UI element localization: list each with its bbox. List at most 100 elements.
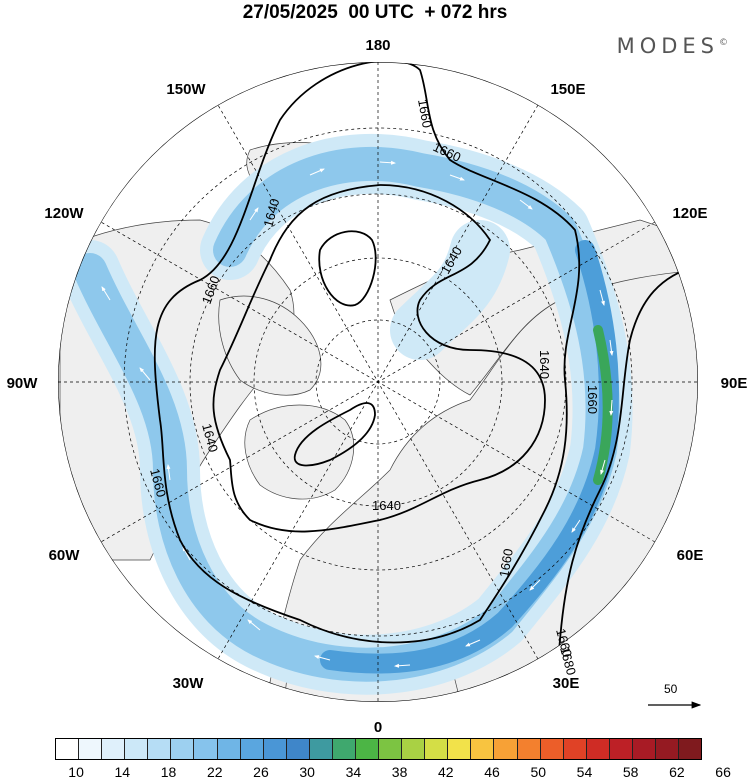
colorbar-tick-label: 66 <box>715 764 731 780</box>
contour-closed-low-center <box>293 402 376 467</box>
colorbar-swatch <box>102 739 126 759</box>
contour-label: 1680 <box>557 645 579 677</box>
colorbar-swatch <box>517 739 541 759</box>
colorbar-tick-label: 26 <box>253 764 269 780</box>
polar-map: 1660 1660 1640 1640 1660 1640 1660 1640 … <box>7 37 748 736</box>
wind-vector <box>609 339 614 356</box>
jet-stream-shading <box>60 133 633 695</box>
contour-label: 1660 <box>585 385 600 414</box>
lon-label-90w: 90W <box>7 375 39 392</box>
wind-vectors <box>101 160 614 668</box>
colorbar-swatch <box>494 739 518 759</box>
lon-label-60w: 60W <box>49 547 81 564</box>
lon-label-30w: 30W <box>173 675 205 692</box>
colorbar-tick-label: 30 <box>299 764 315 780</box>
contour-label: 1660 <box>415 98 435 129</box>
colorbar-swatch <box>286 739 310 759</box>
colorbar-swatch <box>402 739 426 759</box>
wind-vector <box>309 168 325 176</box>
contour-label: 1660 <box>553 627 575 659</box>
wind-vector <box>465 639 481 647</box>
colorbar <box>55 738 702 760</box>
colorbar-swatch <box>563 739 587 759</box>
contour-label: 1660 <box>147 467 169 499</box>
lon-label-150w: 150W <box>166 81 206 98</box>
brand-logo: MODES© <box>617 34 728 58</box>
lon-label-180: 180 <box>365 37 390 54</box>
colorbar-tick-label: 22 <box>206 764 223 780</box>
land-canadian-archipelago <box>218 295 322 396</box>
contour-closed-low-north <box>318 230 377 307</box>
colorbar-swatch <box>240 739 264 759</box>
wind-vector <box>166 464 171 481</box>
wind-vector <box>249 207 259 221</box>
wind-vector <box>600 459 606 475</box>
contour-label: 1660 <box>496 547 516 578</box>
lon-label-0: 0 <box>374 719 382 736</box>
brand-name: MODES <box>616 34 719 58</box>
wind-vector <box>571 519 581 533</box>
land-greenland <box>244 404 355 500</box>
brand-copyright-mark: © <box>719 38 728 48</box>
lon-label-30e: 30E <box>553 675 580 692</box>
wind-vector <box>394 663 411 668</box>
contour-label-group: 1660 1660 1640 1640 1660 1640 1660 1640 … <box>147 98 600 677</box>
contour-1660-north <box>153 62 581 644</box>
wind-vector <box>519 199 533 210</box>
wind-vector <box>139 367 151 381</box>
lon-label-90e: 90E <box>721 375 748 392</box>
colorbar-swatch <box>540 739 564 759</box>
colorbar-swatch <box>171 739 195 759</box>
colorbar-swatch <box>263 739 287 759</box>
lon-label-150e: 150E <box>550 81 585 98</box>
lon-label-120w: 120W <box>44 205 84 222</box>
contour-label: 1640 <box>537 350 552 379</box>
contour-label: 1640 <box>260 197 282 229</box>
colorbar-tick-label: 18 <box>160 764 177 780</box>
contour-label: 1640 <box>372 498 401 513</box>
colorbar-tick-label: 34 <box>345 764 362 780</box>
colorbar-swatch <box>309 739 333 759</box>
lon-label-60e: 60E <box>677 547 704 564</box>
longitude-labels: 180 150E 120E 90E 60E 30E 0 30W 60W 90W … <box>7 37 748 736</box>
colorbar-tick-label: 62 <box>669 764 685 780</box>
contour-label: 1640 <box>199 422 221 454</box>
colorbar-swatch <box>356 739 380 759</box>
colorbar-swatch <box>632 739 657 759</box>
reference-vector-label: 50 <box>664 682 678 696</box>
colorbar-swatch <box>379 739 403 759</box>
colorbar-tick-label: 50 <box>530 764 547 780</box>
lon-label-120e: 120E <box>672 205 707 222</box>
colorbar-tick-label: 54 <box>576 764 593 780</box>
colorbar-swatch <box>471 739 495 759</box>
colorbar-swatch <box>609 739 633 759</box>
wind-vector <box>247 619 261 631</box>
colorbar-swatch <box>448 739 472 759</box>
colorbar-tick-label: 38 <box>391 764 408 780</box>
wind-vector <box>449 174 465 181</box>
colorbar-swatch <box>425 739 449 759</box>
wind-vector <box>529 579 541 591</box>
wind-vector <box>599 289 605 306</box>
colorbar-tick-label: 14 <box>114 764 131 780</box>
colorbar-tick-label: 42 <box>438 764 454 780</box>
colorbar-tick-label: 10 <box>68 764 84 780</box>
colorbar-swatch <box>656 739 680 759</box>
colorbar-swatch <box>586 739 610 759</box>
colorbar-swatch <box>79 739 103 759</box>
jet-core <box>593 325 613 485</box>
wind-vector <box>101 286 111 301</box>
colorbar-swatch <box>56 739 80 759</box>
colorbar-ticks: 10141822263034384246505458626670 <box>0 764 750 782</box>
wind-vector <box>314 655 331 661</box>
colorbar-tick-label: 46 <box>484 764 500 780</box>
colorbar-swatch <box>125 739 149 759</box>
colorbar-swatch <box>217 739 241 759</box>
map-title: 27/05/2025 00 UTC + 072 hrs <box>242 2 508 23</box>
wind-vector <box>609 399 614 416</box>
colorbar-swatch <box>194 739 218 759</box>
colorbar-swatch <box>679 739 702 759</box>
meridian-150e-30w <box>217 104 539 660</box>
colorbar-swatch <box>332 739 357 759</box>
contour-1640-inner <box>212 184 546 533</box>
